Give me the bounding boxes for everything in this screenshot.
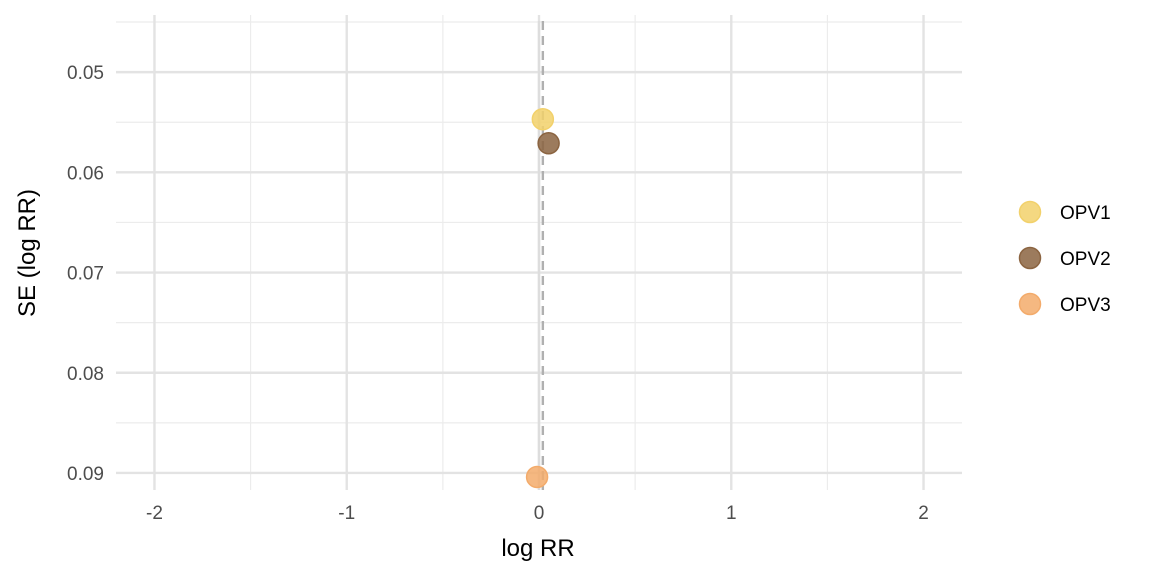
data-points bbox=[525, 107, 560, 489]
legend-label-opv1: OPV1 bbox=[1060, 203, 1111, 224]
x-tick-label: 0 bbox=[534, 503, 545, 524]
legend-key-opv3 bbox=[1018, 292, 1042, 316]
legend-item-opv1: OPV1 bbox=[1018, 200, 1111, 224]
x-tick-label: 1 bbox=[726, 503, 737, 524]
x-tick-label: -2 bbox=[146, 503, 163, 524]
y-tick-label: 0.09 bbox=[67, 464, 104, 485]
legend-label-opv2: OPV2 bbox=[1060, 249, 1111, 270]
legend: OPV1 OPV2 OPV3 bbox=[1018, 200, 1111, 316]
x-tick-label: -1 bbox=[338, 503, 355, 524]
y-axis-ticks: 0.05 0.06 0.07 0.08 0.09 bbox=[67, 63, 104, 485]
point-opv2 bbox=[537, 132, 560, 155]
point-opv1 bbox=[531, 107, 555, 131]
point-opv3 bbox=[525, 465, 549, 489]
y-tick-label: 0.05 bbox=[67, 63, 104, 84]
legend-item-opv3: OPV3 bbox=[1018, 292, 1111, 316]
legend-label-opv3: OPV3 bbox=[1060, 295, 1111, 316]
y-axis-title: SE (log RR) bbox=[14, 189, 41, 317]
y-tick-label: 0.06 bbox=[67, 163, 104, 184]
reference-lines bbox=[537, 21, 545, 490]
y-tick-label: 0.07 bbox=[67, 264, 104, 285]
legend-item-opv2: OPV2 bbox=[1018, 246, 1111, 270]
y-tick-label: 0.08 bbox=[67, 364, 104, 385]
legend-key-opv1 bbox=[1018, 200, 1042, 224]
x-tick-label: 2 bbox=[918, 503, 929, 524]
x-axis-title: log RR bbox=[501, 535, 574, 562]
x-axis-ticks: -2 -1 0 1 2 bbox=[146, 503, 929, 524]
legend-key-opv2 bbox=[1018, 246, 1042, 270]
